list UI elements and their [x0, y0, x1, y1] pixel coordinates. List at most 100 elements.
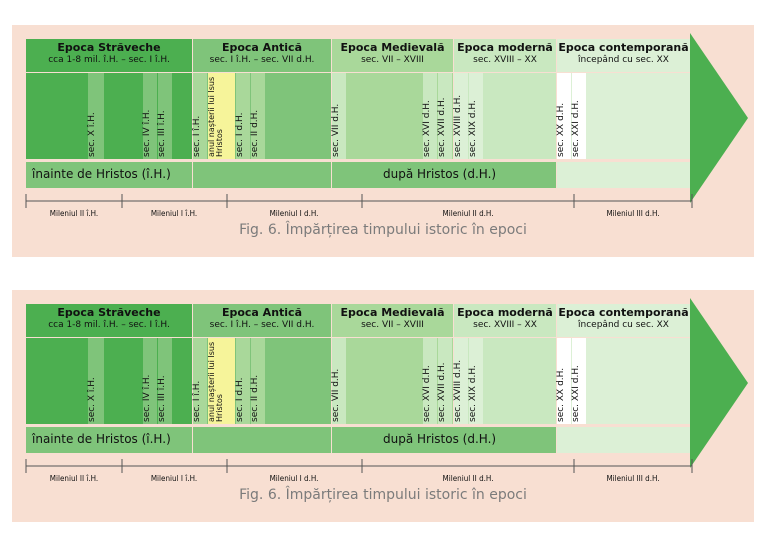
century-strip: sec. XX d.H. — [556, 338, 571, 424]
century-strip: sec. II d.H. — [250, 73, 265, 159]
millennium-axis — [25, 459, 693, 473]
century-label: sec. I d.H. — [235, 377, 245, 422]
era-bar-ad — [332, 427, 556, 453]
epoch-span: începând cu sec. XX — [578, 319, 669, 330]
century-strip: sec. XX d.H. — [556, 73, 571, 159]
century-strip: anul nașterii lui Isus Hristos — [207, 338, 235, 424]
epoch-title: Epoca Medievală — [340, 41, 445, 54]
century-label: sec. XXI d.H. — [571, 365, 581, 422]
century-label: sec. I î.H. — [192, 115, 202, 157]
century-label: sec. II d.H. — [250, 374, 260, 422]
century-label: sec. XVII d.H. — [437, 97, 447, 157]
century-strip: sec. XXI d.H. — [571, 338, 586, 424]
century-strip: sec. XVI d.H. — [422, 73, 437, 159]
millennium-label: Mileniul III d.H. — [606, 474, 660, 483]
epoch-title: Epoca contemporană — [558, 41, 689, 54]
century-label: sec. XIX d.H. — [468, 365, 478, 422]
millennium-axis — [25, 194, 693, 208]
era-bar-antic — [193, 427, 331, 453]
century-strip: sec. IV î.H. — [142, 338, 157, 424]
figure-caption: Fig. 6. Împărțirea timpului istoric în e… — [239, 487, 527, 503]
century-strip: sec. XXI d.H. — [571, 73, 586, 159]
epoch-moderna-header: Epoca modernă sec. XVIII – XX — [454, 39, 556, 72]
epoch-title: Epoca Medievală — [340, 306, 445, 319]
epoch-span: sec. XVIII – XX — [473, 319, 537, 330]
epoch-span: sec. I î.H. – sec. VII d.H. — [209, 54, 315, 65]
century-strip: sec. XIX d.H. — [468, 73, 483, 159]
millennium-label: Mileniul I d.H. — [269, 474, 319, 483]
birth-of-christ-label: anul nașterii lui Isus Hristos — [207, 341, 224, 422]
epoch-span: cca 1-8 mil. î.H. – sec. I î.H. — [48, 319, 170, 330]
century-strip: sec. XVIII d.H. — [453, 73, 468, 159]
timeline-arrow-head — [690, 298, 748, 468]
century-label: sec. I î.H. — [192, 380, 202, 422]
timeline-arrow-head — [690, 33, 748, 203]
epoch-title: Epoca Antică — [221, 306, 303, 319]
century-strip: sec. XVI d.H. — [422, 338, 437, 424]
era-bar-bc — [26, 162, 192, 188]
century-strip: sec. XVII d.H. — [437, 73, 452, 159]
century-strip: sec. VII d.H. — [331, 338, 346, 424]
epoch-span: începând cu sec. XX — [578, 54, 669, 65]
epoch-span: sec. VII – XVIII — [361, 54, 424, 65]
century-strip: sec. III î.H. — [157, 338, 172, 424]
century-label: sec. III î.H. — [157, 375, 167, 422]
century-label: sec. II d.H. — [250, 109, 260, 157]
century-label: sec. III î.H. — [157, 110, 167, 157]
century-label: sec. VII d.H. — [331, 368, 341, 422]
era-bar-bc — [26, 427, 192, 453]
epoch-title: Epoca contemporană — [558, 306, 689, 319]
before-christ-label: înainte de Hristos (î.H.) — [32, 432, 171, 446]
century-strip: sec. II d.H. — [250, 338, 265, 424]
era-bar-ad — [332, 162, 556, 188]
century-strip: sec. VII d.H. — [331, 73, 346, 159]
epoch-stravechi-header: Epoca Străveche cca 1-8 mil. î.H. – sec. … — [26, 304, 192, 337]
millennium-label: Mileniul II î.H. — [49, 474, 99, 483]
millennium-label: Mileniul II d.H. — [442, 474, 494, 483]
after-christ-label: după Hristos (d.H.) — [383, 432, 497, 446]
century-strip: sec. I d.H. — [235, 338, 250, 424]
century-strip: sec. XVII d.H. — [437, 338, 452, 424]
century-label: sec. XIX d.H. — [468, 100, 478, 157]
epoch-title: Epoca Antică — [221, 41, 303, 54]
millennium-label: Mileniul I î.H. — [150, 209, 198, 218]
century-strip: sec. I î.H. — [192, 73, 207, 159]
epoch-title: Epoca Străveche — [57, 306, 161, 319]
century-label: sec. XVI d.H. — [422, 100, 432, 157]
century-strip: sec. X î.H. — [87, 73, 104, 159]
epoch-title: Epoca Străveche — [57, 41, 161, 54]
century-label: sec. XVI d.H. — [422, 365, 432, 422]
epoch-moderna-header: Epoca modernă sec. XVIII – XX — [454, 304, 556, 337]
epoch-title: Epoca modernă — [457, 306, 553, 319]
century-strip: sec. X î.H. — [87, 338, 104, 424]
century-label: sec. XVII d.H. — [437, 362, 447, 422]
epoch-span: sec. VII – XVIII — [361, 319, 424, 330]
century-strip: sec. III î.H. — [157, 73, 172, 159]
millennium-label: Mileniul I d.H. — [269, 209, 319, 218]
epoch-antica-header: Epoca Antică sec. I î.H. – sec. VII d.H. — [193, 39, 331, 72]
after-christ-label: după Hristos (d.H.) — [383, 167, 497, 181]
epoch-span: sec. I î.H. – sec. VII d.H. — [209, 319, 315, 330]
epoch-medievala-header: Epoca Medievală sec. VII – XVIII — [332, 39, 453, 72]
birth-of-christ-label: anul nașterii lui Isus Hristos — [207, 76, 224, 157]
era-bar-antic — [193, 162, 331, 188]
century-strip: sec. XIX d.H. — [468, 338, 483, 424]
century-label: sec. IV î.H. — [142, 109, 152, 157]
century-label: sec. X î.H. — [87, 112, 97, 157]
epoch-span: cca 1-8 mil. î.H. – sec. I î.H. — [48, 54, 170, 65]
millennium-label: Mileniul II î.H. — [49, 209, 99, 218]
millennium-label: Mileniul II d.H. — [442, 209, 494, 218]
arrow-shape — [690, 33, 748, 203]
century-label: sec. VII d.H. — [331, 103, 341, 157]
century-label: sec. X î.H. — [87, 377, 97, 422]
epoch-stravechi-header: Epoca Străveche cca 1-8 mil. î.H. – sec. … — [26, 39, 192, 72]
century-strip: sec. I d.H. — [235, 73, 250, 159]
century-label: sec. I d.H. — [235, 112, 245, 157]
epoch-contemporana-header: Epoca contemporană începând cu sec. XX — [557, 304, 690, 337]
century-strip: sec. IV î.H. — [142, 73, 157, 159]
epoch-title: Epoca modernă — [457, 41, 553, 54]
era-bar-contemporary — [557, 162, 690, 188]
epoch-antica-header: Epoca Antică sec. I î.H. – sec. VII d.H. — [193, 304, 331, 337]
millennium-label: Mileniul I î.H. — [150, 474, 198, 483]
century-strip: anul nașterii lui Isus Hristos — [207, 73, 235, 159]
